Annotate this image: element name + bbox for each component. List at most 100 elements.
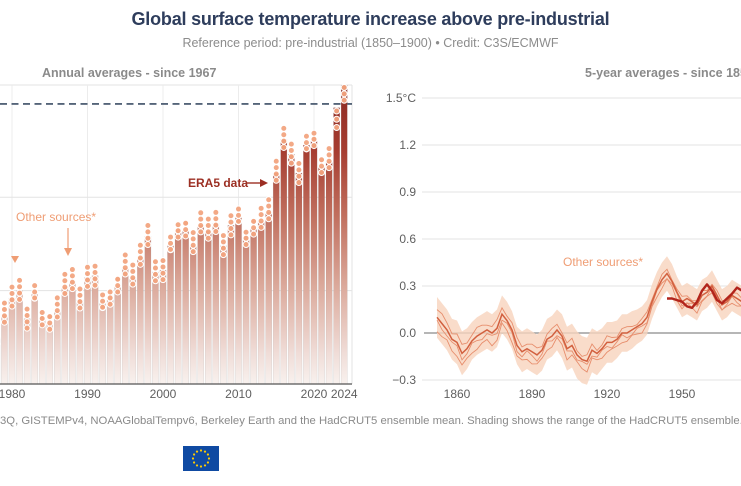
bar-2011 [242,240,250,385]
bar-2019 [303,144,310,385]
other-sources-arrow-head [64,248,72,256]
bar-2000 [159,269,167,385]
other-sources-dots-1986 [53,294,61,321]
eu-flag-logo [183,446,219,471]
other-sources-dots-1988 [68,266,76,293]
other-sources-dots-1979 [0,299,8,326]
other-sources-dots-1995 [121,251,129,278]
other-sources-marker [11,256,19,263]
x-tick-2020: 2020 [301,387,328,401]
bar-2017 [288,154,295,385]
other-sources-dots-2022 [325,145,333,172]
bar-2016 [280,139,288,385]
hadcrut5-range-band [437,256,741,385]
other-sources-dots-1981 [16,276,24,303]
other-sources-dots-2005 [197,209,205,236]
other-sources-dots-2001 [167,233,175,254]
other-sources-label-right: Other sources* [563,255,644,269]
x-tick-2010: 2010 [225,387,252,401]
other-sources-dots-2004 [189,229,197,256]
era5-line [667,283,741,310]
bar-2004 [189,245,197,385]
bar-1986 [54,310,61,385]
bar-2009 [227,225,235,385]
other-sources-dots-2010 [235,205,242,226]
other-sources-dots-1993 [106,288,114,308]
annual-averages-bar-chart: 1980 1990 2000 2010 2020 2024 [0,84,358,401]
x-tick-2024: 2024 [331,387,358,401]
x-tick-1990: 1990 [74,387,101,401]
other-sources-dots-2011 [242,228,250,249]
other-sources-dots-2009 [227,212,235,239]
other-sources-dots-2019 [302,132,310,153]
bar-2001 [167,245,174,385]
other-sources-dots-2000 [159,257,167,284]
bar-2010 [235,217,242,385]
five-year-averages-line-chart: 1.5°C 1.2 0.9 0.6 0.3 0.0 −0.3 1860 1890 1920 1950 [386,91,741,401]
bar-2006 [204,230,212,385]
other-sources-dots-2007 [212,208,220,235]
bar-1999 [152,271,159,385]
x-tick-2000: 2000 [150,387,177,401]
bar-2018 [295,172,303,385]
other-sources-dots-1996 [129,261,137,288]
y-tick-1.5°C: 1.5°C [386,91,416,105]
footnote: 3Q, GISTEMPv4, NOAAGlobalTempv6, Berkele… [0,415,741,427]
other-sources-dots-2006 [204,215,212,242]
other-source-line-2 [436,277,741,373]
era5-data-label: ERA5 data [188,176,249,190]
other-sources-dots-2017 [287,140,295,167]
x-tick-1920: 1920 [594,387,621,401]
y-tick-0.0: 0.0 [399,326,416,340]
other-sources-dots-1989 [76,285,84,312]
bar-1988 [69,281,76,385]
bar-2003 [182,230,189,385]
page-subtitle: Reference period: pre-industrial (1850–1… [182,36,559,50]
bar-2007 [212,223,220,385]
other-sources-dots-1994 [114,275,122,296]
x-tick-1890: 1890 [519,387,546,401]
y-tick-0.9: 0.9 [399,185,416,199]
bar-2012 [250,228,257,385]
bar-1983 [31,294,38,385]
other-sources-dots-2008 [219,232,227,259]
other-sources-dots-1984 [38,308,46,329]
other-sources-dots-2016 [280,124,288,151]
bar-1980 [8,297,16,385]
other-sources-dots-1983 [31,282,39,302]
footer-logos: PROGRAMME OF THE EUROPEAN UNION opernicu… [0,440,741,480]
other-sources-dots-1997 [136,241,144,268]
other-sources-dots-1987 [61,270,69,297]
other-sources-dots-2002 [174,221,182,241]
other-sources-dots-1980 [8,283,16,310]
bar-2008 [220,245,227,385]
bar-1996 [129,277,137,385]
y-tick-−0.3: −0.3 [392,373,416,387]
other-sources-dots-2015 [272,157,280,184]
bar-2015 [272,172,280,385]
other-sources-dots-2012 [250,217,258,238]
other-sources-dots-1991 [91,262,99,289]
bar-1994 [114,286,121,385]
right-panel-title: 5-year averages - since 1850 [585,66,741,80]
page-title: Global surface temperature increase abov… [131,9,610,29]
bar-1992 [99,303,106,385]
bar-1991 [91,275,99,385]
bar-1997 [137,256,144,385]
other-sources-dots-1985 [46,313,54,333]
y-tick-1.2: 1.2 [399,138,416,152]
other-source-line-0 [436,268,741,357]
bar-2014 [265,212,273,385]
other-sources-dots-1982 [23,305,31,332]
other-sources-label-left: Other sources* [16,210,97,224]
era5-arrow-head [260,179,268,187]
bar-1987 [61,286,69,385]
other-sources-dots-1998 [144,221,152,249]
bar-2002 [174,232,182,385]
y-tick-0.3: 0.3 [399,279,416,293]
other-sources-dots-2021 [318,156,326,176]
other-sources-dots-1990 [84,263,91,290]
bar-1981 [16,290,23,385]
bar-1990 [84,277,91,385]
